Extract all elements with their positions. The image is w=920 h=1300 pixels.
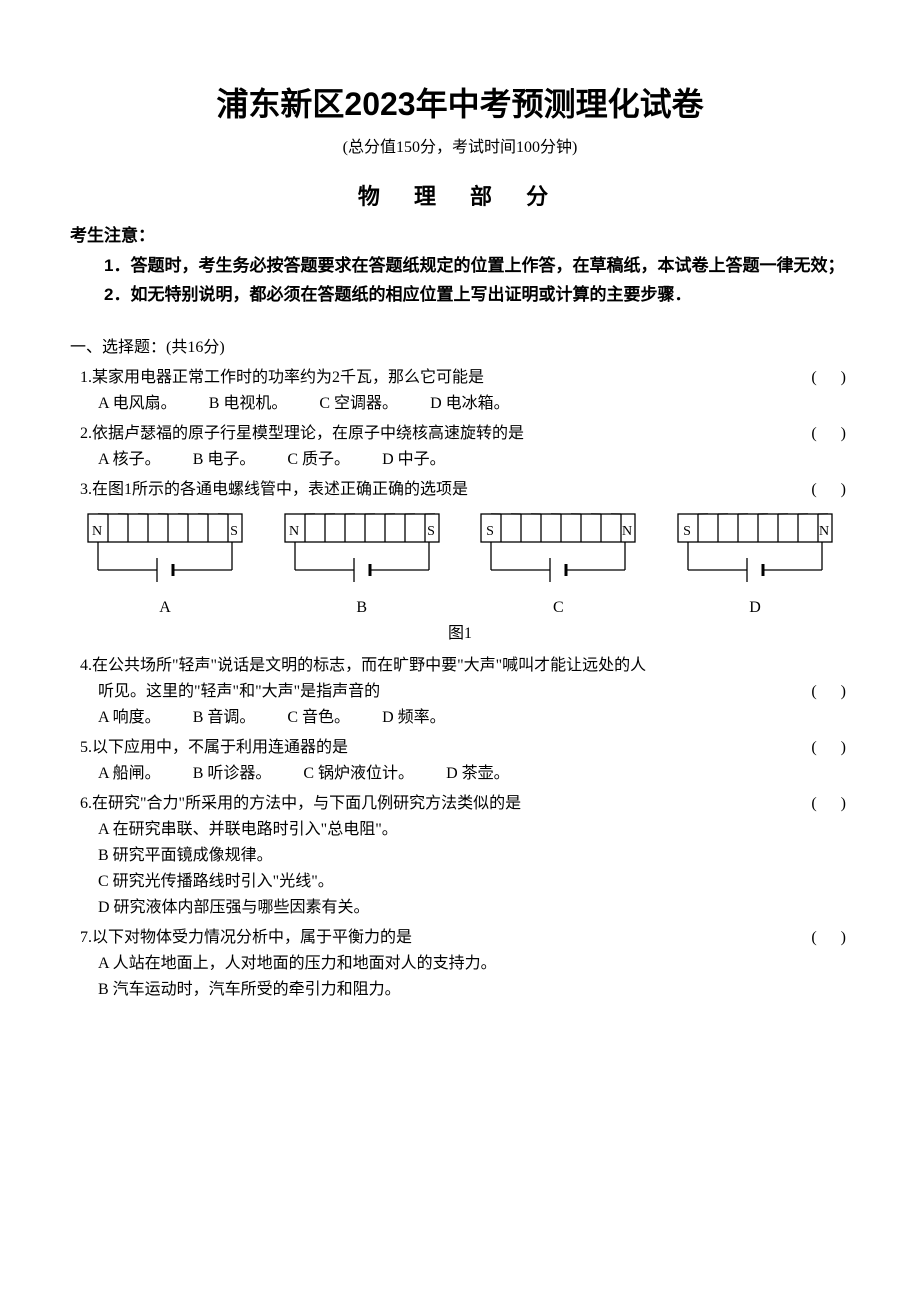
svg-text:N: N: [92, 524, 102, 539]
part1-head: 一、选择题：(共16分): [70, 336, 850, 360]
q1-optA: A 电风扇。: [98, 392, 177, 416]
q4-cont: 听见。这里的"轻声"和"大声"是指声音的 ( ): [98, 680, 850, 704]
svg-text:N: N: [819, 524, 829, 539]
svg-text:S: S: [427, 524, 435, 539]
q6-optA: A 在研究串联、并联电路时引入"总电阻"。: [98, 818, 850, 842]
fig1-B-label: B: [277, 596, 447, 620]
q7-stem: 7.以下对物体受力情况分析中，属于平衡力的是: [80, 929, 412, 946]
q6-optB: B 研究平面镜成像规律。: [98, 844, 850, 868]
q2-options: A 核子。 B 电子。 C 质子。 D 中子。: [98, 448, 850, 472]
q3-text: 3.在图1所示的各通电螺线管中，表述正确正确的选项是 ( ): [80, 478, 850, 502]
q5-optC: C 锅炉液位计。: [303, 762, 414, 786]
q2-optA: A 核子。: [98, 448, 161, 472]
q4-optB: B 音调。: [193, 706, 256, 730]
q4-optD: D 频率。: [382, 706, 446, 730]
q1-optC: C 空调器。: [319, 392, 398, 416]
figure1-caption: 图1: [70, 622, 850, 646]
q1-optB: B 电视机。: [209, 392, 288, 416]
section-title: 物 理 部 分: [70, 180, 850, 213]
q7-optA: A 人站在地面上，人对地面的压力和地面对人的支持力。: [98, 952, 850, 976]
fig1-C: SN C: [473, 508, 643, 620]
q1-stem: 1.某家用电器正常工作时的功率约为2千瓦，那么它可能是: [80, 369, 484, 386]
fig1-A-label: A: [80, 596, 250, 620]
q6-optD: D 研究液体内部压强与哪些因素有关。: [98, 896, 850, 920]
solenoid-A-svg: NS: [80, 508, 250, 594]
answer-paren: ( ): [811, 422, 850, 446]
answer-paren: ( ): [811, 926, 850, 950]
q5-options: A 船闸。 B 听诊器。 C 锅炉液位计。 D 茶壶。: [98, 762, 850, 786]
notice-head: 考生注意：: [70, 223, 850, 249]
q2-optB: B 电子。: [193, 448, 256, 472]
q3-stem: 3.在图1所示的各通电螺线管中，表述正确正确的选项是: [80, 481, 468, 498]
q4-options: A 响度。 B 音调。 C 音色。 D 频率。: [98, 706, 850, 730]
answer-paren: ( ): [811, 736, 850, 760]
answer-paren: ( ): [811, 792, 850, 816]
q1-optD: D 电冰箱。: [430, 392, 510, 416]
fig1-B: NS B: [277, 508, 447, 620]
answer-paren: ( ): [811, 478, 850, 502]
q5-optB: B 听诊器。: [193, 762, 272, 786]
q2-stem: 2.依据卢瑟福的原子行星模型理论，在原子中绕核高速旋转的是: [80, 425, 524, 442]
svg-text:N: N: [622, 524, 632, 539]
q4-text: 4.在公共场所"轻声"说话是文明的标志，而在旷野中要"大声"喊叫才能让远处的人: [80, 654, 850, 678]
svg-text:S: S: [230, 524, 238, 539]
q5-optD: D 茶壶。: [446, 762, 510, 786]
solenoid-C-svg: SN: [473, 508, 643, 594]
notice-2: 2．如无特别说明，都必须在答题纸的相应位置上写出证明或计算的主要步骤．: [70, 282, 850, 308]
q6-optC: C 研究光传播路线时引入"光线"。: [98, 870, 850, 894]
page-title: 浦东新区2023年中考预测理化试卷: [70, 80, 850, 128]
q5-text: 5.以下应用中，不属于利用连通器的是 ( ): [80, 736, 850, 760]
q5-optA: A 船闸。: [98, 762, 161, 786]
q1-options: A 电风扇。 B 电视机。 C 空调器。 D 电冰箱。: [98, 392, 850, 416]
figure1-row: NS A NS B SN C SN D: [80, 508, 840, 620]
solenoid-D-svg: SN: [670, 508, 840, 594]
q7-text: 7.以下对物体受力情况分析中，属于平衡力的是 ( ): [80, 926, 850, 950]
q2-text: 2.依据卢瑟福的原子行星模型理论，在原子中绕核高速旋转的是 ( ): [80, 422, 850, 446]
q5-stem: 5.以下应用中，不属于利用连通器的是: [80, 739, 348, 756]
answer-paren: ( ): [811, 366, 850, 390]
svg-text:N: N: [289, 524, 299, 539]
q4-cont-text: 听见。这里的"轻声"和"大声"是指声音的: [98, 683, 380, 700]
svg-text:S: S: [683, 524, 691, 539]
q2-optC: C 质子。: [287, 448, 350, 472]
fig1-D-label: D: [670, 596, 840, 620]
answer-paren: ( ): [811, 680, 850, 704]
fig1-C-label: C: [473, 596, 643, 620]
q2-optD: D 中子。: [382, 448, 446, 472]
notice-1: 1．答题时，考生务必按答题要求在答题纸规定的位置上作答，在草稿纸，本试卷上答题一…: [70, 253, 850, 279]
subtitle: (总分值150分，考试时间100分钟): [70, 136, 850, 160]
solenoid-B-svg: NS: [277, 508, 447, 594]
fig1-D: SN D: [670, 508, 840, 620]
fig1-A: NS A: [80, 508, 250, 620]
q6-stem: 6.在研究"合力"所采用的方法中，与下面几例研究方法类似的是: [80, 795, 521, 812]
svg-text:S: S: [486, 524, 494, 539]
q7-optB: B 汽车运动时，汽车所受的牵引力和阻力。: [98, 978, 850, 1002]
q6-text: 6.在研究"合力"所采用的方法中，与下面几例研究方法类似的是 ( ): [80, 792, 850, 816]
q4-stem: 4.在公共场所"轻声"说话是文明的标志，而在旷野中要"大声"喊叫才能让远处的人: [80, 657, 646, 674]
q4-optC: C 音色。: [287, 706, 350, 730]
q1-text: 1.某家用电器正常工作时的功率约为2千瓦，那么它可能是 ( ): [80, 366, 850, 390]
q4-optA: A 响度。: [98, 706, 161, 730]
